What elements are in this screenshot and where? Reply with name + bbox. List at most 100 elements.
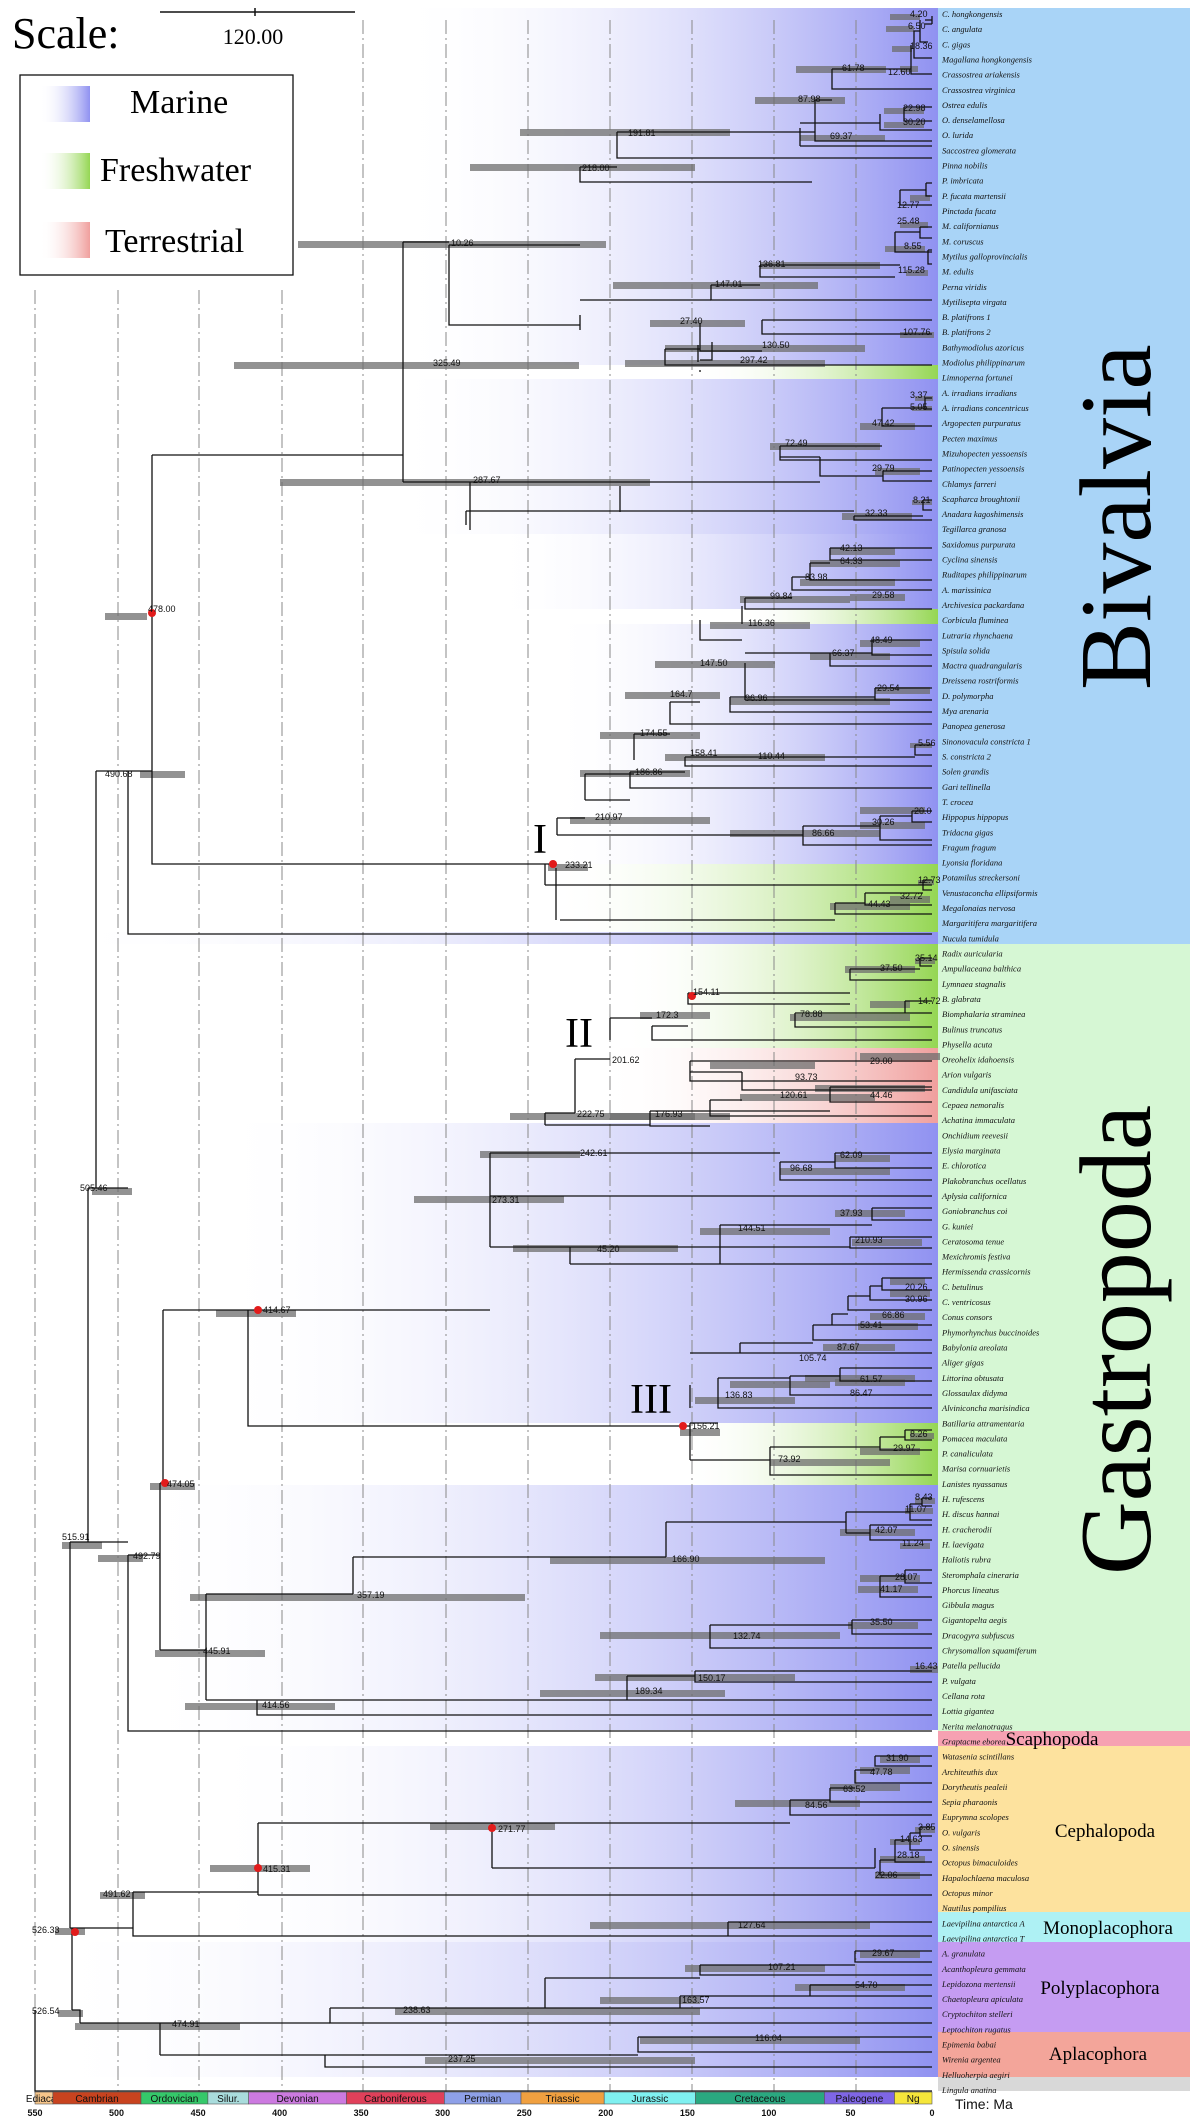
node-age-label: 176.93 <box>655 1109 683 1119</box>
node-age-label: 147.50 <box>700 658 728 668</box>
species-label: Gibbula magus <box>942 1600 995 1610</box>
species-label: Dracogyra subfuscus <box>941 1630 1015 1640</box>
legend-label-freshwater: Freshwater <box>100 152 252 189</box>
node-age-label: 83.98 <box>805 572 828 582</box>
species-label: O. lurida <box>942 130 973 140</box>
node-age-label: 62.09 <box>840 1150 863 1160</box>
node-age-label: 64.33 <box>840 556 863 566</box>
node-age-label: 45.20 <box>597 1244 620 1254</box>
species-label: Aliger gigas <box>941 1358 984 1368</box>
period-label: Ordovician <box>150 2094 198 2105</box>
species-label: Wirenia argentea <box>942 2055 1001 2065</box>
species-label: Arion vulgaris <box>941 1070 992 1080</box>
node-age-label: 44.46 <box>870 1090 893 1100</box>
species-label: Lanistes nyassanus <box>941 1479 1008 1489</box>
band-polyplacophora <box>938 1942 1190 2032</box>
node-age-label: 115.28 <box>898 265 925 275</box>
period-label: Carboniferous <box>364 2094 427 2105</box>
node-age-label: 144.51 <box>738 1223 766 1233</box>
node-age-label: 474.91 <box>172 2019 200 2029</box>
node-age-label: 3.85 <box>918 1822 936 1832</box>
node-age-label: 42.07 <box>875 1525 898 1535</box>
species-label: Tridacna gigas <box>942 827 994 837</box>
node-age-label: 130.50 <box>762 340 790 350</box>
species-label: Euprymna scolopes <box>941 1812 1010 1822</box>
species-label: Corbicula fluminea <box>942 615 1008 625</box>
species-label: Crassostrea ariakensis <box>942 70 1021 80</box>
node-age-label: 87.67 <box>837 1342 860 1352</box>
node-age-label: 5.56 <box>918 738 936 748</box>
node-age-label: 110.44 <box>758 751 785 761</box>
species-label: C. hongkongensis <box>942 9 1003 19</box>
node-age-label: 73.92 <box>778 1454 801 1464</box>
species-label: C. ventricosus <box>942 1297 991 1307</box>
node-age-label: 8.43 <box>915 1492 933 1502</box>
node-age-label: 186.86 <box>635 767 663 777</box>
node-age-label: 29.79 <box>872 463 895 473</box>
species-label: Panopea generosa <box>941 721 1005 731</box>
species-label: Radix auricularia <box>941 949 1003 959</box>
species-label: Hippopus hippopus <box>941 812 1009 822</box>
node-age-label: 222.75 <box>577 1109 605 1119</box>
species-label: Archivesica packardana <box>941 600 1024 610</box>
species-label: Lottia gigantea <box>941 1706 994 1716</box>
node-age-label: 28.18 <box>897 1850 920 1860</box>
species-label: Biomphalaria straminea <box>942 1009 1025 1019</box>
species-label: Cyclina sinensis <box>942 555 998 565</box>
species-label: B. glabrata <box>942 994 981 1004</box>
species-label: Laevipilina antarctica A <box>941 1918 1025 1928</box>
node-age-label: 12.60 <box>888 67 911 77</box>
species-label: Patinopecten yessoensis <box>941 464 1025 474</box>
species-label: Steromphala cineraria <box>942 1570 1019 1580</box>
species-label: H. laevigata <box>941 1540 984 1550</box>
group-label-cephalopoda: Cephalopoda <box>1055 1821 1156 1842</box>
time-tick-label: 0 <box>929 2108 934 2118</box>
band-outgroup <box>938 2077 1190 2091</box>
node-age-label: 287.67 <box>473 475 501 485</box>
period-label: Devonian <box>276 2094 318 2105</box>
species-label: Sinonovacula constricta 1 <box>942 736 1031 746</box>
node-age-label: 210.93 <box>855 1235 883 1245</box>
time-axis-unit: Time: Ma <box>955 2096 1013 2112</box>
node-age-label: 22.06 <box>875 1870 898 1880</box>
species-label: Mizuhopecten yessoensis <box>941 448 1028 458</box>
time-tick-label: 150 <box>680 2108 695 2118</box>
node-age-label: 35.50 <box>870 1617 893 1627</box>
species-label: Pecten maximus <box>941 433 998 443</box>
period-label: Silur. <box>217 2094 239 2105</box>
species-label: Glossaulax didyma <box>942 1388 1007 1398</box>
node-age-label: 5.05 <box>910 402 928 412</box>
period-label: Permian <box>464 2094 501 2105</box>
calibration-points <box>71 609 696 1936</box>
time-axis-ticks: 550 500 450 400 350 300 250 200 150 100 50 0 <box>27 2108 934 2118</box>
node-age-label: 490.68 <box>105 769 133 779</box>
species-label: Spisula solida <box>942 645 990 655</box>
band-gastropoda <box>938 944 1190 1731</box>
species-label: Onchidium reevesii <box>942 1130 1009 1140</box>
node-age-label: 120.61 <box>780 1090 808 1100</box>
node-age-label: 14.72 <box>918 996 941 1006</box>
species-label: Babylonia areolata <box>942 1343 1008 1353</box>
legend-swatch-freshwater <box>40 153 90 189</box>
species-label: Graptacme eborea <box>942 1737 1006 1747</box>
species-label: Architeuthis dux <box>941 1767 998 1777</box>
node-age-label: 238.63 <box>403 2005 431 2015</box>
species-label: Lymnaea stagnalis <box>941 979 1006 989</box>
species-label: Elysia marginata <box>941 1146 1000 1156</box>
node-age-label: 44.43 <box>868 899 891 909</box>
node-age-label: 28.07 <box>895 1572 918 1582</box>
clade-marker-i: I <box>533 817 547 863</box>
node-age-label: 210.97 <box>595 812 623 822</box>
node-age-label: 147.01 <box>715 279 743 289</box>
node-age-label: 96.68 <box>790 1163 813 1173</box>
species-label: Conus consors <box>942 1312 993 1322</box>
species-label: Oreohelix idahoensis <box>942 1055 1015 1065</box>
species-label: C. gigas <box>942 39 971 49</box>
species-label: T. crocea <box>942 797 973 807</box>
period-label: Triassic <box>546 2094 580 2105</box>
node-age-label: 54.70 <box>855 1980 878 1990</box>
node-age-label: 18.36 <box>910 41 933 51</box>
node-age-label: 191.81 <box>628 128 656 138</box>
node-age-label: 271.77 <box>498 1824 526 1834</box>
